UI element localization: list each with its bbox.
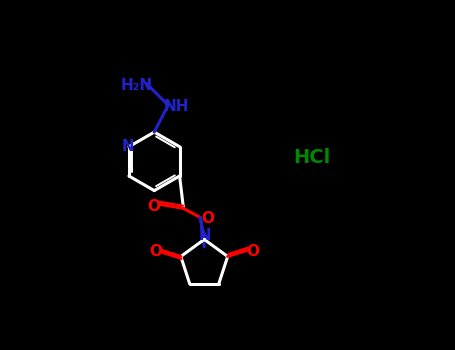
Text: O: O <box>247 244 260 259</box>
Text: HCl: HCl <box>293 148 331 167</box>
Text: O: O <box>201 211 214 226</box>
Text: NH: NH <box>164 99 189 114</box>
Text: O: O <box>149 244 162 259</box>
Text: N: N <box>122 139 134 154</box>
Text: O: O <box>148 198 161 214</box>
Text: N: N <box>199 228 211 243</box>
Text: H₂N: H₂N <box>121 78 152 93</box>
